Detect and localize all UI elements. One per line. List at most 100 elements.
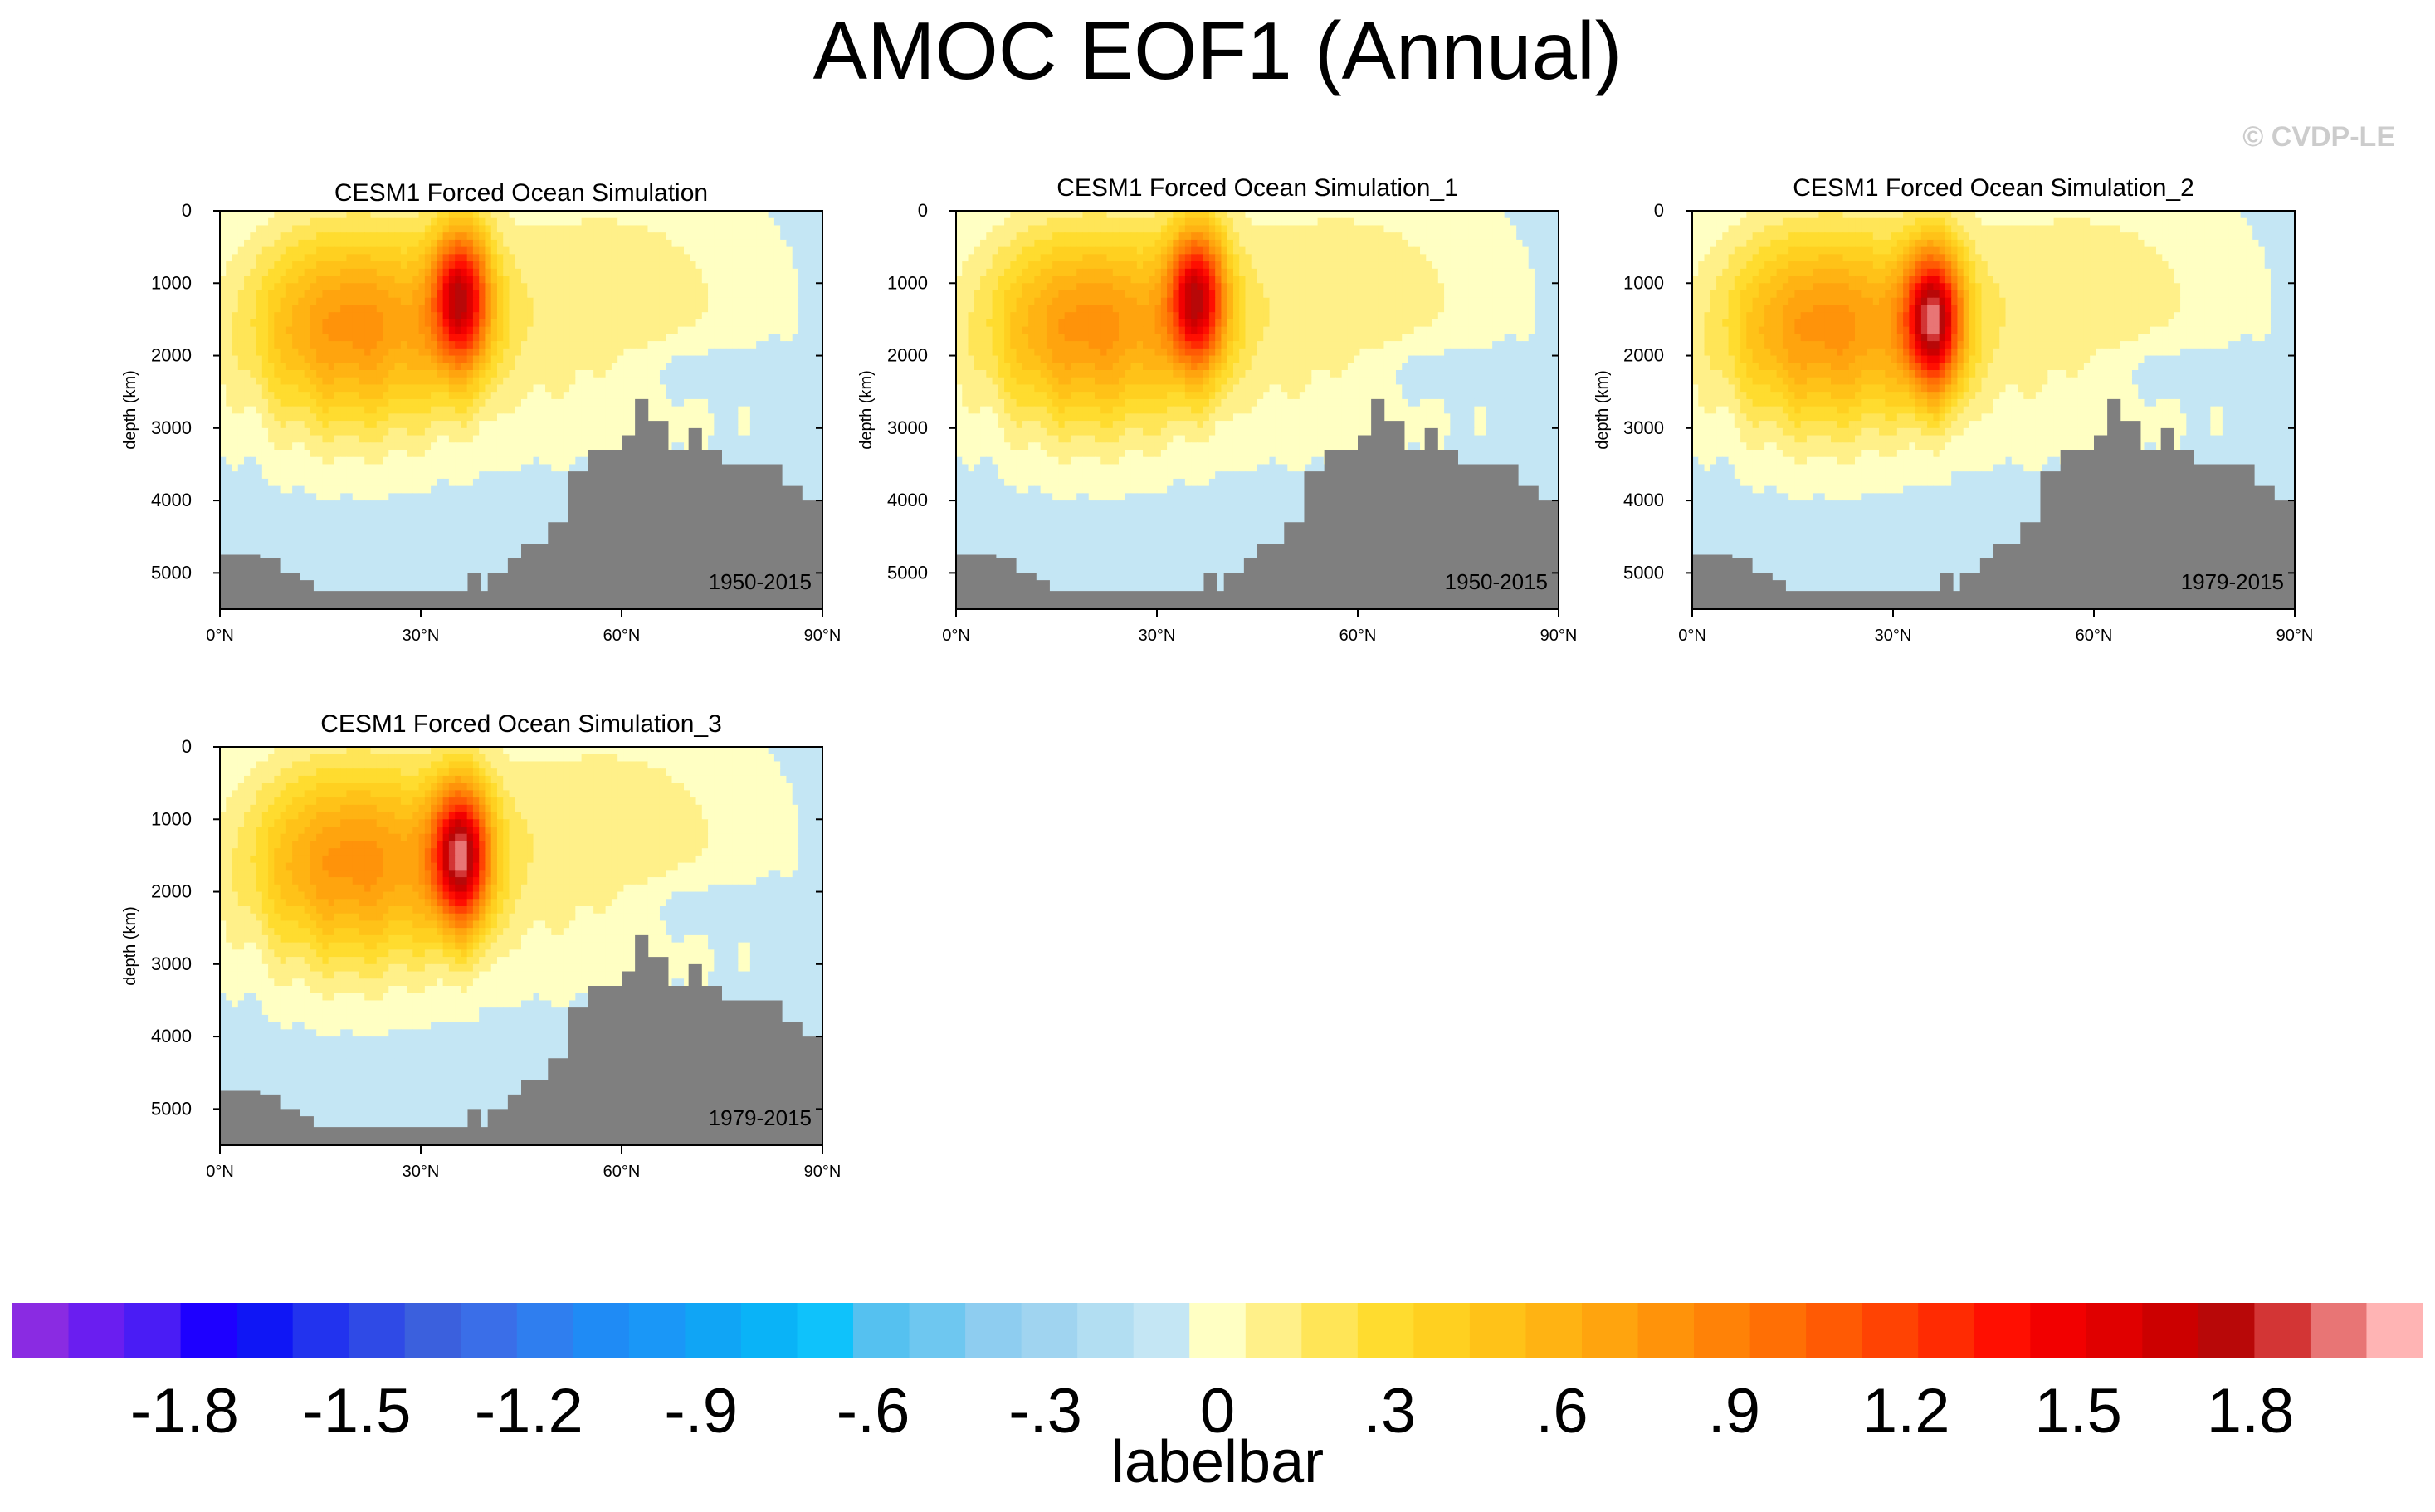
field-cell <box>466 392 474 400</box>
field-cell <box>328 478 335 487</box>
field-cell <box>720 413 727 422</box>
field-cell <box>431 239 437 248</box>
field-cell <box>340 319 348 328</box>
field-cell <box>701 283 709 291</box>
field-cell <box>298 406 305 414</box>
field-cell <box>370 348 378 357</box>
field-cell <box>237 283 245 291</box>
field-cell <box>304 384 311 393</box>
field-cell <box>527 442 534 451</box>
field-cell <box>773 261 781 270</box>
field-cell <box>388 254 396 262</box>
field-cell <box>496 427 504 437</box>
field-cell <box>250 341 257 349</box>
field-cell <box>431 544 437 552</box>
field-cell <box>472 442 480 451</box>
field-cell <box>545 450 552 458</box>
field-cell <box>816 435 822 443</box>
field-cell <box>437 427 444 437</box>
field-cell <box>496 464 504 472</box>
field-cell <box>466 536 474 545</box>
field-cell <box>617 435 625 443</box>
field-cell <box>647 326 655 334</box>
field-cell <box>407 377 413 386</box>
field-cell <box>515 312 522 320</box>
field-cell <box>292 283 299 291</box>
field-cell <box>437 536 444 545</box>
field-cell <box>394 246 402 255</box>
field-cell <box>431 246 437 255</box>
field-cell <box>653 290 661 299</box>
field-cell <box>611 261 618 270</box>
field-cell <box>749 239 757 248</box>
field-cell <box>738 406 745 414</box>
field-cell <box>762 363 769 371</box>
field-cell <box>762 283 769 291</box>
field-cell <box>424 536 432 545</box>
field-cell <box>376 551 383 559</box>
field-cell <box>340 406 348 414</box>
field-cell <box>280 450 287 458</box>
field-cell <box>310 211 317 219</box>
field-cell <box>328 261 335 270</box>
field-cell <box>503 268 510 277</box>
field-cell <box>412 442 420 451</box>
field-cell <box>322 268 329 277</box>
field-cell <box>581 384 588 393</box>
field-cell <box>418 384 426 393</box>
field-cell <box>659 297 666 306</box>
field-cell <box>316 377 324 386</box>
field-cell <box>261 450 269 458</box>
field-cell <box>744 413 751 422</box>
field-cell <box>557 427 564 437</box>
field-cell <box>810 398 817 407</box>
field-cell <box>407 341 413 349</box>
field-cell <box>732 334 739 342</box>
field-cell <box>738 384 745 393</box>
field-cell <box>521 406 528 414</box>
field-cell <box>780 232 788 241</box>
field-cell <box>346 326 354 334</box>
field-cell <box>551 406 559 414</box>
field-cell <box>376 348 383 357</box>
field-cell <box>448 421 456 429</box>
field-cell <box>551 276 559 284</box>
field-cell <box>455 297 461 306</box>
field-cell <box>358 398 365 407</box>
field-cell <box>328 464 335 472</box>
field-cell <box>503 217 510 227</box>
field-cell <box>804 290 812 299</box>
field-cell <box>310 225 317 233</box>
field-cell <box>780 398 788 407</box>
field-cell <box>358 384 365 393</box>
field-cell <box>268 450 275 458</box>
field-cell <box>810 239 817 248</box>
field-cell <box>539 312 546 320</box>
field-cell <box>515 305 522 313</box>
field-cell <box>442 427 450 437</box>
field-cell <box>786 450 793 458</box>
field-cell <box>298 500 305 509</box>
field-cell <box>364 319 372 328</box>
field-cell <box>448 515 456 523</box>
field-cell <box>250 217 257 227</box>
field-cell <box>322 326 329 334</box>
field-cell <box>496 355 504 363</box>
field-cell <box>352 485 359 494</box>
field-cell <box>437 507 444 516</box>
field-cell <box>714 268 721 277</box>
field-cell <box>461 435 468 443</box>
field-cell <box>220 392 227 400</box>
field-cell <box>412 305 420 313</box>
field-cell <box>364 551 372 559</box>
field-cell <box>364 544 372 552</box>
field-cell <box>352 471 359 480</box>
field-cell <box>587 413 594 422</box>
field-cell <box>226 239 233 248</box>
field-cell <box>340 522 348 530</box>
field-cell <box>472 290 480 299</box>
field-cell <box>768 297 775 306</box>
field-cell <box>220 211 227 219</box>
field-cell <box>376 312 383 320</box>
field-cell <box>617 348 625 357</box>
